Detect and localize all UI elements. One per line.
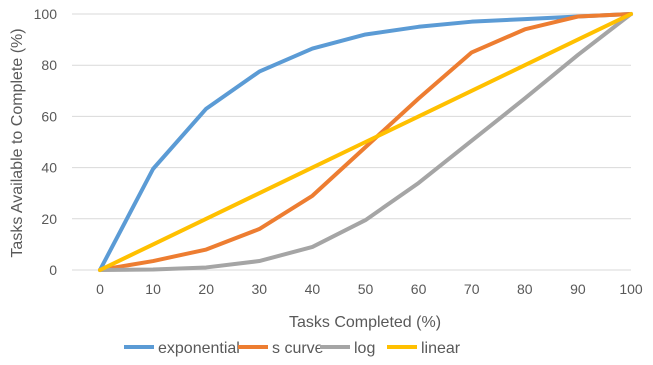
legend-label-exponential: exponential (158, 340, 240, 357)
x-tick-label: 40 (305, 281, 321, 297)
x-tick-label: 30 (252, 281, 268, 297)
y-tick-label: 20 (41, 211, 57, 227)
legend-label-linear: linear (421, 340, 461, 357)
x-tick-label: 100 (619, 281, 643, 297)
x-tick-label: 10 (145, 281, 161, 297)
gridlines (72, 13, 631, 271)
x-tick-label: 70 (464, 281, 480, 297)
y-tick-label: 60 (41, 108, 57, 124)
x-axis-title: Tasks Completed (%) (289, 314, 441, 331)
x-tick-label: 80 (517, 281, 533, 297)
y-tick-label: 40 (41, 160, 57, 176)
x-tick-label: 0 (96, 281, 104, 297)
series-line-linear (98, 12, 633, 272)
y-tick-label: 80 (41, 57, 57, 73)
x-axis-tick-labels: 0 10 20 30 40 50 60 70 80 90 100 (96, 281, 643, 297)
y-tick-label: 0 (49, 262, 57, 278)
series-line-log (98, 12, 633, 272)
legend: exponential s curve log linear (124, 340, 461, 357)
y-tick-label: 100 (34, 6, 58, 22)
x-tick-label: 20 (198, 281, 214, 297)
x-tick-label: 50 (358, 281, 374, 297)
legend-label-s-curve: s curve (272, 340, 324, 357)
series-line-exponential (98, 12, 633, 272)
x-tick-label: 60 (411, 281, 427, 297)
y-axis-tick-labels: 0 20 40 60 80 100 (34, 6, 58, 278)
x-tick-label: 90 (570, 281, 586, 297)
series-lines (98, 12, 633, 272)
series-line-s-curve (98, 12, 633, 272)
y-axis-title: Tasks Available to Complete (%) (9, 28, 26, 257)
legend-label-log: log (354, 340, 375, 357)
